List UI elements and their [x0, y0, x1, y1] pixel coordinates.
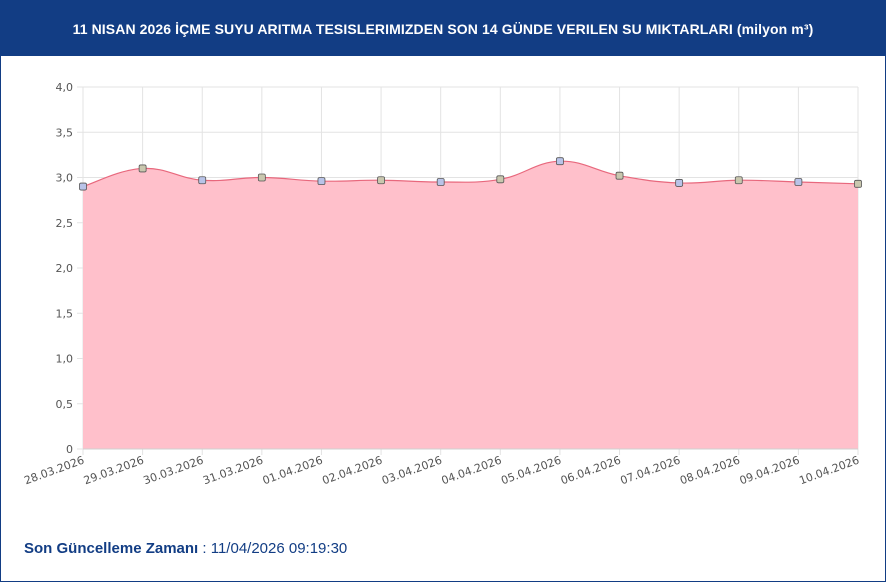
- x-tick-label: 08.04.2026: [678, 454, 742, 488]
- y-tick-label: 1,5: [56, 307, 74, 320]
- chart-header: 11 NISAN 2026 İÇME SUYU ARITMA TESISLERI…: [1, 1, 885, 56]
- x-tick-label: 09.04.2026: [738, 454, 802, 488]
- x-tick-label: 10.04.2026: [797, 454, 861, 488]
- y-tick-label: 2,0: [56, 262, 74, 275]
- y-tick-label: 2,5: [56, 217, 74, 230]
- last-update-label: Son Güncelleme Zamanı: [24, 540, 199, 557]
- data-point: [854, 179, 862, 188]
- last-update-separator: :: [198, 540, 211, 557]
- y-tick-label: 4,0: [56, 81, 74, 94]
- x-tick-label: 30.03.2026: [142, 454, 206, 488]
- y-tick-label: 3,5: [56, 126, 74, 139]
- data-point: [138, 164, 147, 173]
- data-point: [436, 178, 445, 186]
- data-point: [317, 177, 326, 186]
- area-fill: [83, 161, 858, 450]
- last-update-value: 11/04/2026 09:19:30: [210, 540, 348, 557]
- chart-area: 0 0,5 1,0 1,5 2,0 2,5 3,0 3,5 4,0 28.03.2026 29.03…: [1, 56, 885, 516]
- data-point: [496, 175, 505, 184]
- area-chart: 0 0,5 1,0 1,5 2,0 2,5 3,0 3,5 4,0 28.03.202629.03…: [22, 81, 862, 488]
- data-point: [377, 176, 385, 185]
- data-point: [79, 182, 87, 191]
- x-tick-label: 07.04.2026: [619, 454, 683, 488]
- last-update: Son Güncelleme Zamanı : 11/04/2026 09:19…: [24, 540, 347, 557]
- data-point: [198, 176, 207, 185]
- y-tick-label: 3,0: [56, 172, 74, 185]
- data-point: [734, 176, 743, 185]
- y-tick-label: 0,5: [56, 398, 74, 411]
- x-tick-label: 03.04.2026: [380, 454, 444, 488]
- data-point: [615, 171, 624, 180]
- x-tick-label: 05.04.2026: [499, 454, 563, 488]
- x-tick-label: 01.04.2026: [261, 454, 325, 488]
- data-point: [794, 178, 803, 186]
- x-tick-label: 28.03.2026: [22, 454, 86, 488]
- x-tick-label: 06.04.2026: [559, 454, 623, 488]
- data-point: [556, 157, 564, 166]
- x-tick-label: 29.03.2026: [82, 454, 146, 488]
- x-tick-label: 31.03.2026: [201, 454, 265, 488]
- y-tick-label: 1,0: [56, 353, 74, 366]
- y-tick-label: 0: [66, 443, 73, 456]
- data-point: [257, 173, 266, 182]
- chart-title: 11 NISAN 2026 İÇME SUYU ARITMA TESISLERI…: [72, 20, 814, 37]
- x-tick-label: 02.04.2026: [320, 454, 384, 488]
- x-tick-label: 04.04.2026: [440, 454, 504, 488]
- data-point: [675, 179, 684, 187]
